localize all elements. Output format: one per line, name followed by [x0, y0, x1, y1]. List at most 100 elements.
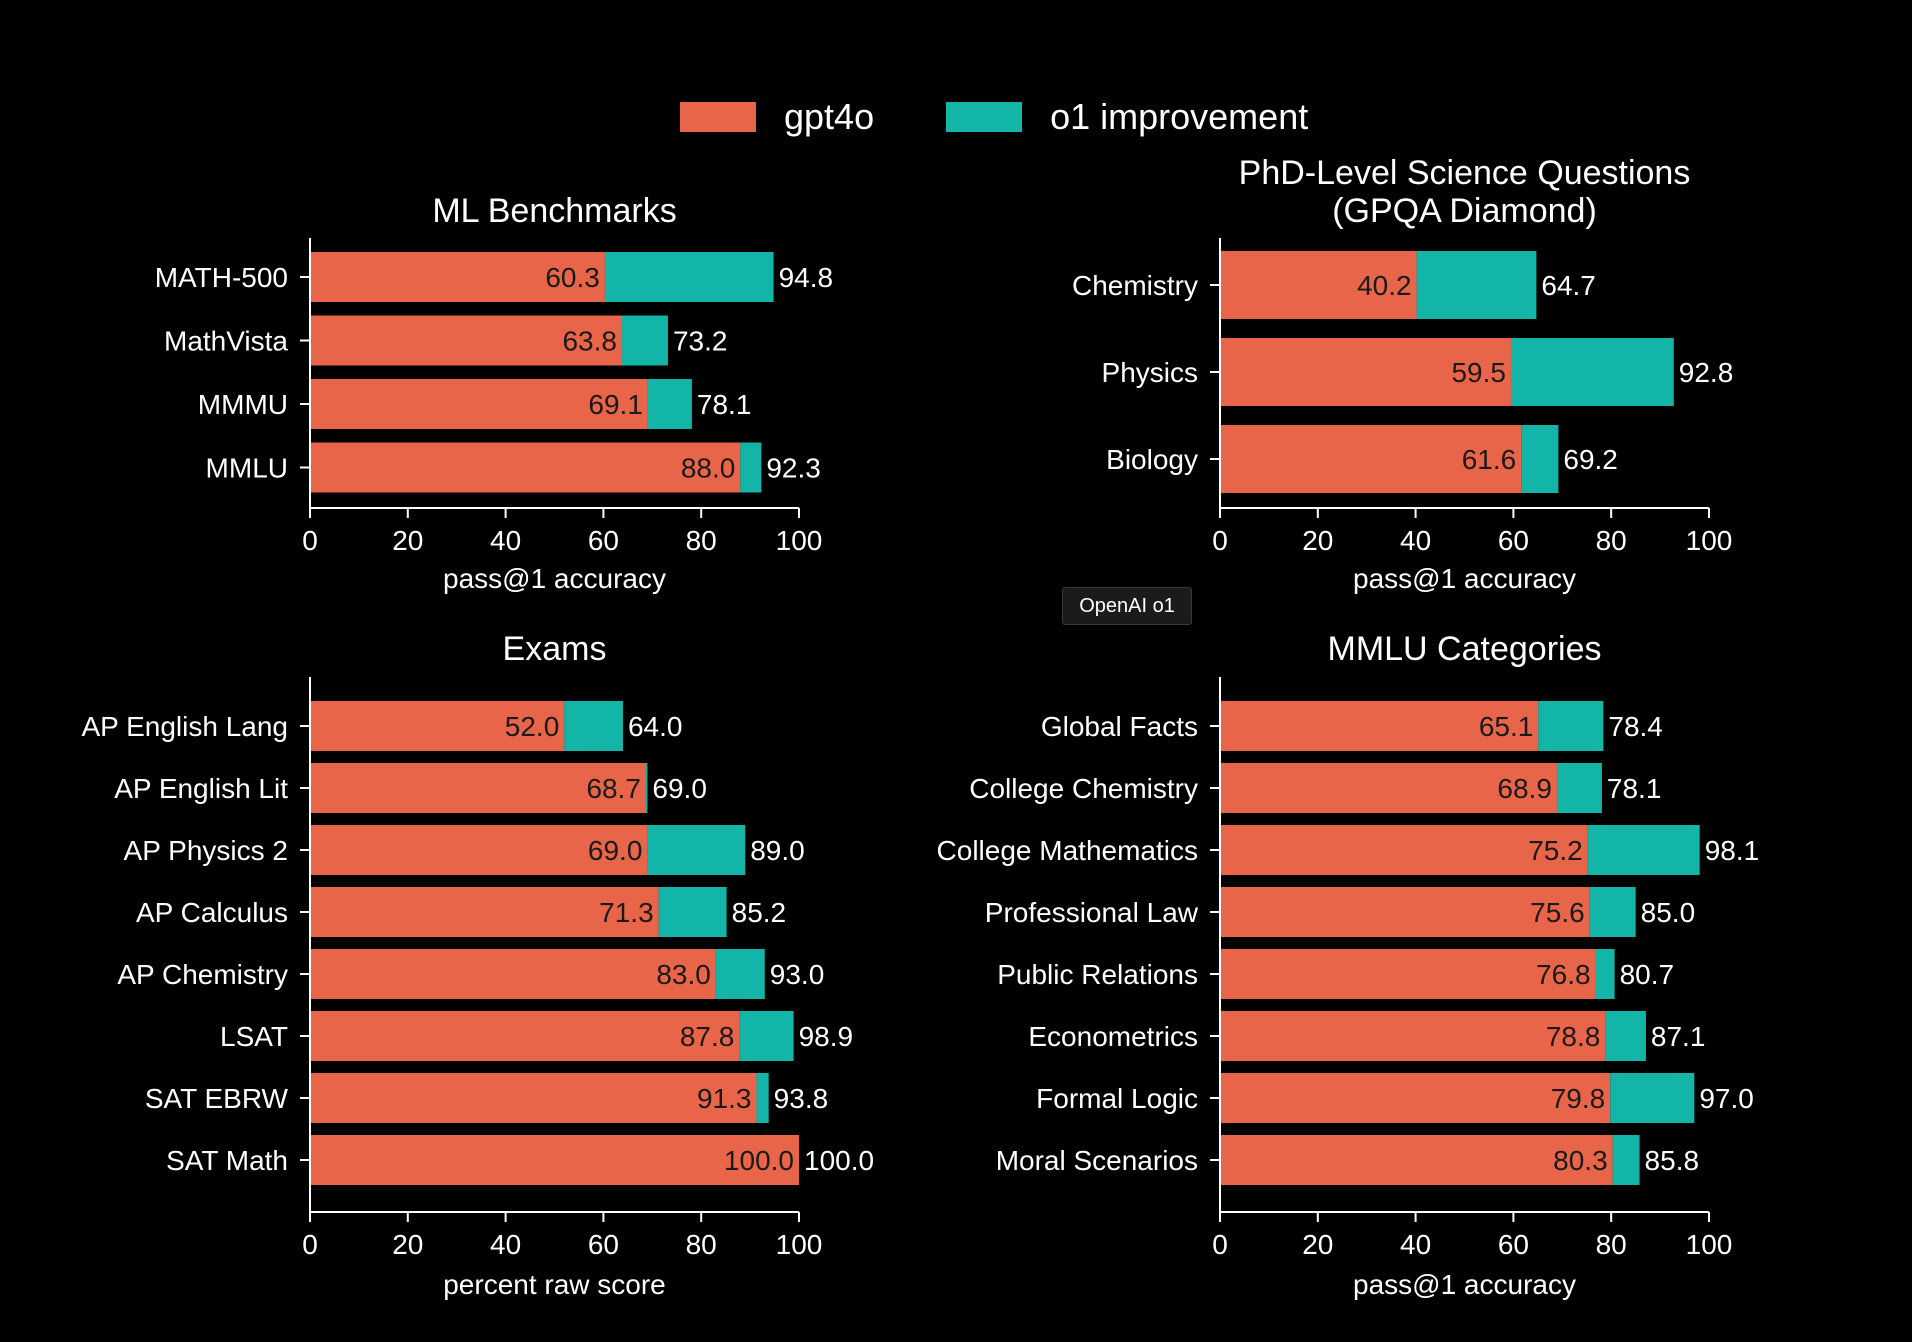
chart2-bar-improvement: [1510, 338, 1674, 406]
chart1-category-label: MathVista: [164, 326, 288, 357]
chart4-category-label: Global Facts: [1041, 711, 1198, 742]
chart3-category-label: AP Chemistry: [117, 959, 288, 990]
chart4-total-value-label: 80.7: [1620, 959, 1675, 990]
chart2-bar-improvement: [1521, 425, 1559, 493]
chart1-x-tick-label: 40: [490, 525, 521, 556]
chart3-x-axis-label: percent raw score: [443, 1269, 666, 1300]
chart4-title: MMLU Categories: [1328, 630, 1602, 668]
chart1-bar-improvement: [604, 252, 774, 302]
chart4-bar-improvement: [1612, 1135, 1640, 1185]
chart1-base-value-label: 88.0: [681, 453, 736, 484]
chart1-x-tick-label: 100: [776, 525, 823, 556]
chart2-bar-gpt4o: [1220, 338, 1511, 406]
chart2-subtitle: (GPQA Diamond): [1332, 192, 1597, 230]
chart3-bar-gpt4o: [310, 887, 659, 937]
chart4-x-tick-label: 20: [1302, 1229, 1333, 1260]
chart3-bar-gpt4o: [310, 1073, 757, 1123]
chart3-x-tick-label: 100: [776, 1229, 823, 1260]
chart4-bar-gpt4o: [1220, 701, 1539, 751]
chart1-bar-gpt4o: [310, 315, 622, 366]
chart1-category-label: MMLU: [206, 453, 288, 484]
chart4-total-value-label: 97.0: [1699, 1083, 1754, 1114]
chart3-category-label: AP Calculus: [136, 897, 288, 928]
chart4-bar-improvement: [1610, 1073, 1695, 1123]
chart3-bar-improvement: [645, 763, 648, 813]
chart3-bar-gpt4o: [310, 1011, 740, 1061]
chart4-bar-improvement: [1605, 1011, 1646, 1061]
chart3-x-tick-label: 20: [392, 1229, 423, 1260]
chart3-bar-improvement: [658, 887, 727, 937]
chart3-total-value-label: 98.9: [799, 1021, 854, 1052]
chart4-base-value-label: 68.9: [1497, 773, 1552, 804]
chart1-bar-gpt4o: [310, 379, 648, 429]
chart4-base-value-label: 75.2: [1528, 835, 1583, 866]
chart2-x-tick-label: 20: [1302, 525, 1333, 556]
legend-label-improvement: o1 improvement: [1050, 96, 1309, 137]
legend-swatch-improvement: [946, 102, 1023, 132]
chart1-title: ML Benchmarks: [432, 192, 676, 230]
chart1-category-label: MMMU: [198, 389, 288, 420]
chart2-x-tick-label: 0: [1212, 525, 1228, 556]
chart2-base-value-label: 40.2: [1357, 270, 1412, 301]
chart4-total-value-label: 85.8: [1645, 1145, 1700, 1176]
chart1-bar-gpt4o: [310, 442, 741, 493]
chart1-bar-improvement: [740, 442, 762, 493]
chart3-bar-improvement: [756, 1073, 769, 1123]
chart3-base-value-label: 69.0: [588, 835, 643, 866]
chart3-x-tick-label: 60: [588, 1229, 619, 1260]
chart4-base-value-label: 75.6: [1530, 897, 1585, 928]
chart4-bar-improvement: [1556, 763, 1602, 813]
chart4-bar-gpt4o: [1220, 763, 1557, 813]
chart4-total-value-label: 85.0: [1641, 897, 1696, 928]
chart4-bar-gpt4o: [1220, 1011, 1606, 1061]
chart3-category-label: AP English Lang: [81, 711, 288, 742]
chart4-bar-improvement: [1589, 887, 1636, 937]
chart3-base-value-label: 68.7: [586, 773, 641, 804]
legend-item-gpt4o: gpt4o: [680, 96, 874, 138]
chart4-x-axis-label: pass@1 accuracy: [1353, 1269, 1576, 1300]
chart4-bar-gpt4o: [1220, 825, 1588, 875]
chart3-base-value-label: 71.3: [599, 897, 654, 928]
chart3-total-value-label: 89.0: [750, 835, 805, 866]
chart4-base-value-label: 80.3: [1553, 1145, 1608, 1176]
chart3-total-value-label: 64.0: [628, 711, 683, 742]
chart4-total-value-label: 78.1: [1607, 773, 1662, 804]
chart3-total-value-label: 93.8: [774, 1083, 829, 1114]
chart2-total-value-label: 64.7: [1541, 270, 1596, 301]
chart4-category-label: Formal Logic: [1036, 1083, 1198, 1114]
chart4-bar-gpt4o: [1220, 1135, 1613, 1185]
openai-o1-badge: OpenAI o1: [1062, 587, 1192, 625]
chart3-category-label: AP Physics 2: [124, 835, 288, 866]
chart4-total-value-label: 98.1: [1705, 835, 1760, 866]
chart1-x-tick-label: 80: [686, 525, 717, 556]
chart3-total-value-label: 93.0: [770, 959, 825, 990]
chart1-total-value-label: 73.2: [673, 326, 728, 357]
chart3-total-value-label: 100.0: [804, 1145, 874, 1176]
chart2-x-tick-label: 100: [1686, 525, 1733, 556]
chart3-bar-gpt4o: [310, 763, 646, 813]
chart3-category-label: SAT Math: [166, 1145, 288, 1176]
legend-item-improvement: o1 improvement: [946, 96, 1308, 138]
chart3-bar-gpt4o: [310, 701, 565, 751]
chart4-total-value-label: 78.4: [1608, 711, 1663, 742]
chart3-bar-gpt4o: [310, 949, 716, 999]
chart4-x-tick-label: 80: [1596, 1229, 1627, 1260]
chart1-x-tick-label: 60: [588, 525, 619, 556]
legend: gpt4o o1 improvement: [680, 96, 1380, 138]
chart4-category-label: Professional Law: [985, 897, 1199, 928]
chart3-x-tick-label: 0: [302, 1229, 318, 1260]
chart4-x-tick-label: 60: [1498, 1229, 1529, 1260]
chart3-base-value-label: 91.3: [697, 1083, 752, 1114]
chart4-x-tick-label: 100: [1686, 1229, 1733, 1260]
chart3-title: Exams: [503, 630, 607, 668]
chart3-bar-gpt4o: [310, 825, 648, 875]
legend-label-gpt4o: gpt4o: [784, 96, 875, 137]
chart2-base-value-label: 61.6: [1462, 444, 1517, 475]
chart3-base-value-label: 100.0: [724, 1145, 794, 1176]
chart2-title: PhD-Level Science Questions: [1239, 154, 1691, 192]
chart3-bar-improvement: [739, 1011, 794, 1061]
chart1-total-value-label: 78.1: [697, 389, 752, 420]
chart4-bar-gpt4o: [1220, 949, 1596, 999]
chart1-total-value-label: 92.3: [766, 453, 821, 484]
